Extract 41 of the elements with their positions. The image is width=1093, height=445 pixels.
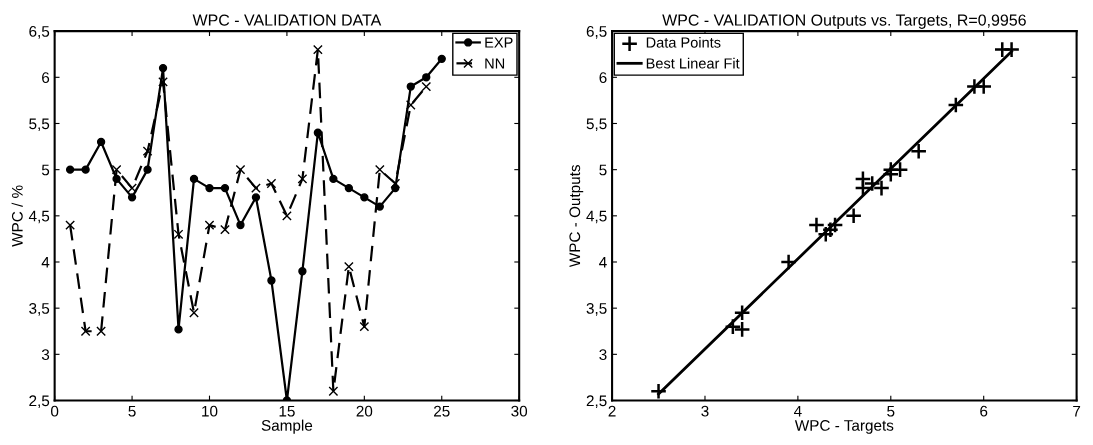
x-tick-label: 20 — [356, 405, 373, 417]
legend-label: Best Linear Fit — [646, 57, 740, 69]
y-tick-label: 5 — [599, 164, 607, 176]
y-tick-label: 5 — [41, 164, 50, 176]
y-tick-label: 3 — [599, 349, 607, 361]
x-tick-label: 7 — [1073, 405, 1081, 417]
y-tick-label: 2,5 — [29, 395, 50, 408]
x-tick-label: 6 — [980, 405, 988, 417]
y-tick-label: 6,5 — [29, 26, 50, 39]
y-tick-label: 3,5 — [586, 303, 607, 316]
x-tick-label: 5 — [128, 405, 136, 417]
y-tick-label: 4,5 — [28, 210, 50, 224]
x-axis-title: Sample — [261, 419, 313, 434]
legend-label: EXP — [485, 37, 513, 48]
x-tick-label: 3 — [701, 405, 709, 417]
y-tick-label: 6 — [42, 72, 50, 83]
y-axis-title: WPC / % — [11, 185, 23, 247]
y-tick-label: 2,5 — [586, 395, 607, 408]
x-tick-label: 15 — [279, 405, 295, 417]
x-tick-label: 10 — [202, 405, 218, 417]
legend-label: Data Points — [646, 36, 721, 48]
x-tick-label: 5 — [887, 405, 895, 417]
chart-title: WPC - VALIDATION Outputs vs. Targets, R=0,9956 — [662, 14, 1026, 29]
x-tick-label: 0 — [51, 405, 59, 417]
y-tick-label: 5,5 — [29, 118, 50, 131]
y-tick-label: 3 — [41, 349, 50, 361]
legend-label: NN — [485, 58, 505, 69]
y-tick-label: 3,5 — [29, 303, 50, 316]
y-axis-title: WPC - Outputs — [569, 165, 584, 268]
y-tick-label: 5,5 — [586, 118, 607, 131]
y-tick-label: 6,5 — [586, 26, 607, 39]
y-tick-label: 4,5 — [586, 210, 607, 224]
y-tick-label: 6 — [599, 72, 607, 83]
x-tick-label: 25 — [434, 405, 450, 417]
x-tick-label: 30 — [511, 405, 528, 417]
chart-title: WPC - VALIDATION DATA — [192, 14, 382, 26]
y-tick-label: 4 — [41, 257, 50, 268]
x-tick-label: 4 — [793, 405, 802, 417]
x-axis-title: WPC - Targets — [794, 420, 894, 434]
x-tick-label: 2 — [608, 405, 616, 417]
y-tick-label: 4 — [599, 257, 607, 268]
